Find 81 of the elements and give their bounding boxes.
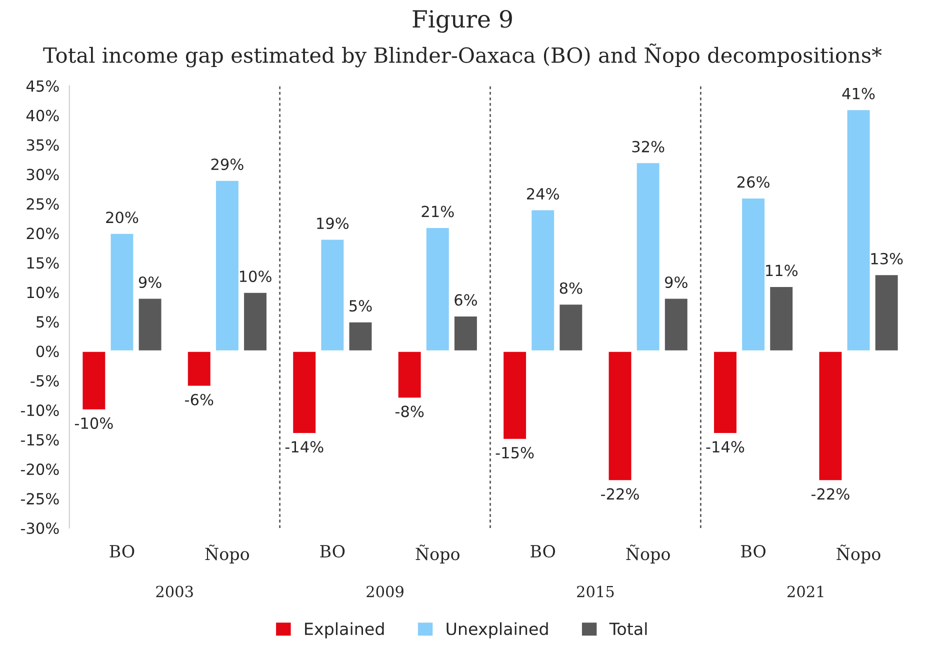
y-tick-label: -25% [20,492,59,505]
data-label: 9% [138,276,162,288]
y-tick-label: 45% [26,80,59,92]
bar [558,303,584,352]
text: 2015 [577,586,614,598]
bar [502,350,528,440]
data-label: 8% [560,282,582,294]
bar [348,320,374,352]
y-tick-label: -10% [20,404,59,416]
x-tick-label: BO [320,544,345,558]
data-label: -8% [395,406,424,418]
x-tick-label: Ñopo [205,544,250,564]
data-label: -22% [601,488,639,500]
data-label: 9% [664,276,688,288]
y-tick-label: 5% [36,316,59,328]
data-label: -14% [706,441,744,453]
chart-title: Figure 9 [412,10,512,33]
bar [530,208,556,352]
bar [846,108,872,352]
y-tick-label: -30% [20,522,59,534]
text: 2009 [366,586,404,598]
data-label: 29% [211,158,244,170]
bar [320,238,346,352]
y-tick-label: -20% [20,464,59,476]
data-label: 6% [454,294,477,306]
bar [664,297,689,352]
data-label: -6% [185,394,214,406]
bar [396,350,422,399]
y-tick-label: 30% [26,168,59,180]
legend-label: Unexplained [446,622,548,638]
y-tick-label: 15% [27,257,59,269]
data-label: 26% [737,176,770,188]
bar [453,315,478,352]
y-tick-label: 40% [26,110,59,122]
chart-subtitle: Total income gap estimated by Blinder-Oaxaca (BO) and Ñopo decompositions* [43,44,882,68]
x-tick-label: BO [110,544,134,558]
data-label: 32% [632,140,664,152]
bar [292,350,317,434]
y-tick-label: 25% [26,198,59,210]
data-label: 10% [240,270,272,282]
bar [607,350,633,482]
legend-label: Total [609,622,647,636]
bar [874,274,900,352]
bar [740,197,766,352]
y-tick-label: -15% [20,434,59,446]
bar [712,350,738,434]
data-label: 21% [422,206,454,218]
data-label: 20% [106,212,138,224]
x-tick-label: BO [530,544,556,558]
x-tick-label: Ñopo [626,544,670,564]
y-tick-label: 0% [36,346,59,358]
data-label: 41% [842,88,875,100]
bar [818,350,844,482]
y-tick-label: 35% [26,139,59,151]
data-label: 5% [350,300,372,312]
y-tick-label: 10% [27,286,59,298]
legend-label: Explained [305,622,384,638]
data-label: 24% [527,188,559,200]
bar [635,162,661,352]
bar [137,297,163,352]
y-tick-label: 20% [26,228,59,240]
text: 2021 [788,586,824,598]
bar [186,350,212,388]
bar [81,350,107,411]
x-tick-label: Ñopo [836,544,880,564]
data-label: -15% [496,446,534,458]
bar [109,232,135,352]
data-label: 13% [871,252,903,264]
data-label: 11% [766,264,798,276]
data-label: 19% [317,218,349,230]
data-label: -14% [285,441,324,453]
bar [242,291,268,352]
x-tick-label: Ñopo [416,544,460,564]
x-tick-label: BO [741,544,766,558]
bar [425,226,450,352]
y-tick-label: -5% [30,375,59,387]
data-label: -22% [811,488,850,500]
bar [214,179,240,352]
text: 2003 [156,586,193,598]
bar [768,286,794,352]
data-label: -10% [74,417,113,429]
